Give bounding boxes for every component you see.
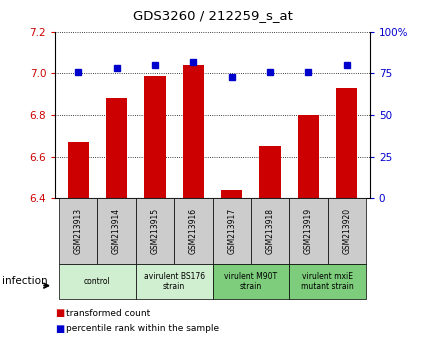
Bar: [174, 198, 212, 264]
Text: avirulent BS176
strain: avirulent BS176 strain: [144, 272, 205, 291]
Text: GSM213919: GSM213919: [304, 208, 313, 254]
Bar: [336, 88, 357, 198]
Bar: [136, 264, 212, 299]
Text: virulent mxiE
mutant strain: virulent mxiE mutant strain: [301, 272, 354, 291]
Bar: [221, 190, 242, 198]
Text: ■: ■: [55, 308, 65, 318]
Bar: [144, 75, 165, 198]
Bar: [183, 65, 204, 198]
Text: virulent M90T
strain: virulent M90T strain: [224, 272, 278, 291]
Text: GSM213917: GSM213917: [227, 208, 236, 254]
Text: GSM213916: GSM213916: [189, 208, 198, 254]
Text: control: control: [84, 277, 111, 286]
Bar: [212, 198, 251, 264]
Bar: [298, 115, 319, 198]
Bar: [136, 198, 174, 264]
Bar: [212, 264, 289, 299]
Text: GSM213914: GSM213914: [112, 208, 121, 254]
Bar: [328, 198, 366, 264]
Bar: [68, 142, 89, 198]
Text: GDS3260 / 212259_s_at: GDS3260 / 212259_s_at: [133, 9, 292, 22]
Bar: [106, 98, 127, 198]
Bar: [251, 198, 289, 264]
Bar: [59, 198, 97, 264]
Bar: [289, 264, 366, 299]
Text: GSM213918: GSM213918: [266, 208, 275, 254]
Text: ■: ■: [55, 324, 65, 333]
Text: transformed count: transformed count: [66, 309, 150, 318]
Text: GSM213915: GSM213915: [150, 208, 159, 254]
Text: GSM213913: GSM213913: [74, 208, 83, 254]
Bar: [97, 198, 136, 264]
Bar: [289, 198, 328, 264]
Text: GSM213920: GSM213920: [342, 208, 351, 254]
Bar: [59, 264, 136, 299]
Text: infection: infection: [2, 276, 48, 286]
Bar: [260, 146, 280, 198]
Text: percentile rank within the sample: percentile rank within the sample: [66, 324, 219, 333]
